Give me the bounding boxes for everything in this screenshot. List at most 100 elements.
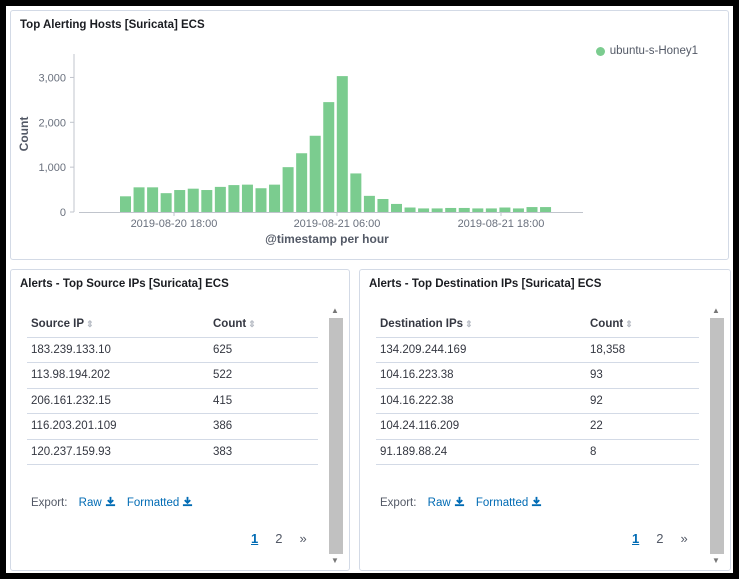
chart-bar [147, 187, 159, 212]
y-axis-title: Count [17, 117, 31, 152]
chart-bar [228, 185, 240, 212]
count-cell: 625 [213, 337, 318, 363]
table-row: 104.24.116.209 22 [376, 413, 699, 440]
ip-cell: 104.24.116.209 [376, 413, 590, 440]
ip-cell: 183.239.133.10 [27, 337, 213, 363]
scroll-up-arrow-icon[interactable]: ▲ [331, 306, 339, 315]
chart-bar [323, 102, 335, 212]
chart-bar [377, 198, 389, 212]
page-1-button[interactable]: 1 [251, 531, 259, 546]
page-2-button[interactable]: 2 [275, 531, 283, 546]
scrollbar[interactable]: ▲ ▼ [709, 304, 725, 568]
ip-cell: 91.189.88.24 [376, 439, 590, 465]
export-controls: Export: Raw Formatted [31, 496, 193, 509]
ip-cell: 104.16.222.38 [376, 388, 590, 414]
sort-icon[interactable]: ⇕ [625, 318, 633, 329]
table-row: 104.16.223.38 93 [376, 362, 699, 389]
chart-bar [404, 207, 416, 212]
page-2-button[interactable]: 2 [656, 531, 664, 546]
panel-title: Alerts - Top Destination IPs [Suricata] … [369, 278, 602, 290]
ip-cell: 134.209.244.169 [376, 337, 590, 363]
pagination: 1 2 » [632, 531, 688, 546]
chart-bar [540, 207, 552, 212]
chart-bar [363, 195, 375, 212]
top-destination-ips-panel: Alerts - Top Destination IPs [Suricata] … [359, 269, 731, 571]
count-cell: 386 [213, 413, 318, 440]
table-row: 134.209.244.169 18,358 [376, 337, 699, 363]
export-raw-link[interactable]: Raw [79, 496, 116, 509]
column-header-destination-ips[interactable]: Destination IPs ⇕ [376, 311, 590, 338]
source-ip-table: Source IP ⇕ Count ⇕ 183.239.133.10 625 113.… [27, 311, 318, 465]
chart-bar [214, 186, 226, 212]
export-label: Export: [380, 497, 417, 509]
chart-bar [391, 203, 402, 212]
y-tick-label: 3,000 [38, 72, 66, 84]
column-header-count[interactable]: Count ⇕ [590, 311, 699, 338]
column-header-count[interactable]: Count ⇕ [213, 311, 318, 338]
export-raw-link[interactable]: Raw [428, 496, 465, 509]
y-tick-label: 2,000 [38, 117, 66, 129]
table-row: 120.237.159.93 383 [27, 439, 318, 465]
page-1-button[interactable]: 1 [632, 531, 640, 546]
sort-icon[interactable]: ⇕ [86, 318, 94, 329]
count-cell: 92 [590, 388, 699, 414]
count-cell: 8 [590, 439, 699, 465]
chart-bar [526, 207, 538, 212]
ip-cell: 113.98.194.202 [27, 362, 213, 389]
ip-cell: 116.203.201.109 [27, 413, 213, 440]
chart-bar [255, 188, 267, 212]
chart-bar [269, 184, 281, 212]
table-row: 206.161.232.15 415 [27, 388, 318, 414]
count-cell: 18,358 [590, 337, 699, 363]
count-cell: 415 [213, 388, 318, 414]
x-tick-label: 2019-08-20 18:00 [131, 218, 218, 230]
scroll-down-arrow-icon[interactable]: ▼ [331, 556, 339, 565]
chart-bar [336, 76, 348, 212]
panel-title: Alerts - Top Source IPs [Suricata] ECS [20, 278, 229, 290]
bar-chart: 0 1,000 2,000 3,000 2019-08-20 18:00 2019-08-… [17, 54, 583, 246]
chart-bar [499, 207, 511, 212]
next-page-button[interactable]: » [299, 531, 307, 546]
y-tick-label: 1,000 [38, 162, 66, 174]
chart-bar [350, 173, 362, 212]
download-icon [454, 496, 464, 507]
destination-ip-table: Destination IPs ⇕ Count ⇕ 134.209.244.169 1… [376, 311, 699, 465]
export-formatted-link[interactable]: Formatted [127, 496, 193, 509]
download-icon [532, 496, 542, 507]
count-cell: 522 [213, 362, 318, 389]
scrollbar[interactable]: ▲ ▼ [328, 304, 344, 568]
chart-bar [418, 208, 430, 212]
chart-bar [241, 184, 253, 212]
ip-cell: 120.237.159.93 [27, 439, 213, 465]
scroll-up-arrow-icon[interactable]: ▲ [712, 306, 720, 315]
table-row: 116.203.201.109 386 [27, 413, 318, 440]
column-header-source-ip[interactable]: Source IP ⇕ [27, 311, 213, 338]
top-alerting-hosts-panel: 0 1,000 2,000 3,000 2019-08-20 18:00 2019-08-… [10, 10, 729, 260]
ip-cell: 206.161.232.15 [27, 388, 213, 414]
next-page-button[interactable]: » [680, 531, 688, 546]
count-cell: 383 [213, 439, 318, 465]
table-row: 183.239.133.10 625 [27, 337, 318, 363]
count-cell: 22 [590, 413, 699, 440]
export-controls: Export: Raw Formatted [380, 496, 542, 509]
chart-bar [133, 187, 145, 212]
chart-bar [458, 207, 470, 212]
top-source-ips-panel: Alerts - Top Source IPs [Suricata] ECS S… [10, 269, 350, 571]
chart-bar [174, 190, 186, 212]
chart-bar [282, 167, 294, 212]
legend-label[interactable]: ubuntu-s-Honey1 [609, 45, 698, 57]
scrollbar-thumb[interactable] [329, 318, 343, 554]
scrollbar-thumb[interactable] [710, 318, 724, 554]
sort-icon[interactable]: ⇕ [465, 318, 473, 329]
count-cell: 93 [590, 362, 699, 389]
export-formatted-link[interactable]: Formatted [476, 496, 542, 509]
table-row: 104.16.222.38 92 [376, 388, 699, 414]
chart-bar [201, 190, 213, 212]
legend-color-dot [595, 46, 605, 56]
x-tick-label: 2019-08-21 18:00 [458, 218, 545, 230]
sort-icon[interactable]: ⇕ [248, 318, 256, 329]
panel-title: Top Alerting Hosts [Suricata] ECS [20, 19, 205, 31]
chart-legend[interactable]: ubuntu-s-Honey1 [595, 45, 698, 57]
chart-bar [309, 135, 321, 212]
scroll-down-arrow-icon[interactable]: ▼ [712, 556, 720, 565]
